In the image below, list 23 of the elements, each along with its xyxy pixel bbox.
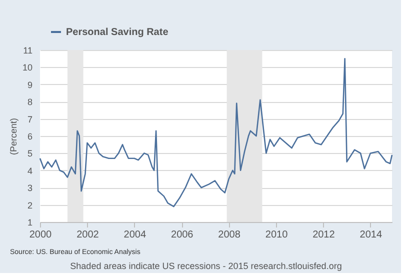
y-tick-label: 2 <box>27 200 32 210</box>
legend-label: Personal Saving Rate <box>66 27 169 38</box>
x-tick-label: 2006 <box>171 230 194 240</box>
x-tick-label: 2004 <box>124 230 146 240</box>
y-tick-label: 10 <box>22 62 32 73</box>
x-tick-label: 2014 <box>360 230 382 240</box>
x-tick-label: 2010 <box>265 230 288 240</box>
y-tick-label: 11 <box>23 46 32 56</box>
x-tick-label: 2000 <box>29 230 52 240</box>
x-tick-label: 2008 <box>218 230 241 240</box>
x-tick-label: 2012 <box>312 230 336 240</box>
y-tick-label: 8 <box>27 97 32 108</box>
y-tick-label: 9 <box>27 80 32 90</box>
y-tick-label: 3 <box>27 183 32 194</box>
y-tick-label: 7 <box>27 114 32 124</box>
line-series <box>39 58 393 208</box>
y-tick-label: 5 <box>27 148 32 159</box>
y-axis-title: (Percent) <box>8 118 18 156</box>
y-tick-label: 1 <box>27 218 32 228</box>
x-tick-label: 2002 <box>76 230 100 240</box>
y-tick-label: 6 <box>27 132 32 142</box>
y-tick-label: 4 <box>27 166 32 176</box>
text: Shaded areas indicate US recessions - 2015 research.stlouisfed.org <box>70 261 342 271</box>
